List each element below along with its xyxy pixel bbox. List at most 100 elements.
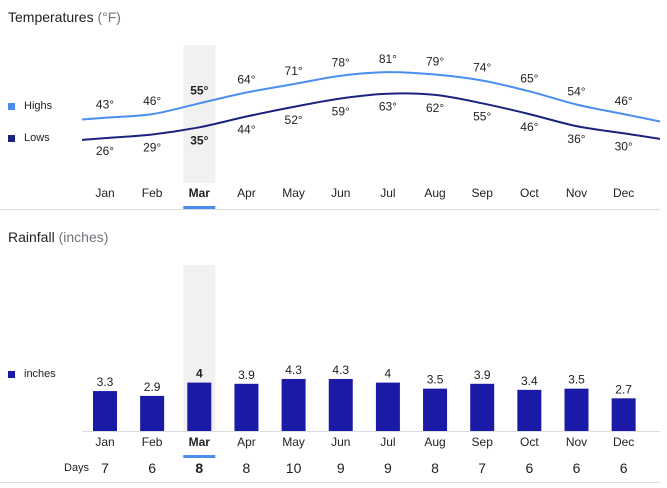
days-value-feb: 6: [148, 460, 156, 476]
lows-value-label-feb: 29°: [143, 141, 161, 155]
temperature-month-label-feb: Feb: [142, 186, 163, 200]
rainfall-month-label-jun: Jun: [331, 435, 350, 449]
legend-lows: Lows: [8, 132, 50, 144]
selected-month-band-temperatures: [183, 45, 216, 183]
rainfall-month-label-oct: Oct: [520, 435, 539, 449]
rainfall-title: Rainfall (inches): [8, 229, 108, 245]
rainfall-unit: (inches): [58, 229, 109, 245]
legend-inches: inches: [8, 368, 56, 380]
highs-value-label-dec: 46°: [615, 94, 633, 108]
days-value-nov: 6: [573, 460, 581, 476]
highs-value-label-sep: 74°: [473, 61, 491, 75]
rainfall-month-label-jan: Jan: [95, 435, 114, 449]
rainfall-value-label-dec: 2.7: [615, 382, 632, 396]
days-value-jul: 9: [384, 460, 392, 476]
legend-lows-swatch: [8, 134, 15, 142]
rainfall-month-label-dec: Dec: [613, 435, 634, 449]
days-value-jan: 7: [101, 460, 109, 476]
rainfall-value-label-oct: 3.4: [521, 374, 538, 388]
rainfall-value-label-mar: 4: [196, 367, 203, 381]
rainfall-bar-mar: [187, 382, 212, 431]
section-divider-bottom: [0, 482, 660, 483]
temperature-month-label-sep: Sep: [472, 186, 494, 200]
temperature-month-label-nov: Nov: [566, 186, 587, 200]
temperature-month-label-jun: Jun: [331, 186, 350, 200]
days-value-aug: 8: [431, 460, 439, 476]
days-value-jun: 9: [337, 460, 345, 476]
rainfall-title-text: Rainfall: [8, 229, 55, 245]
lows-value-label-jan: 26°: [96, 144, 114, 158]
highs-value-label-jun: 78°: [332, 56, 350, 70]
rainfall-month-label-sep: Sep: [472, 435, 494, 449]
selected-month-underline-temperatures: [183, 206, 216, 209]
rainfall-month-label-apr: Apr: [237, 435, 256, 449]
lows-value-label-jun: 59°: [332, 105, 350, 119]
lows-value-label-nov: 36°: [567, 132, 585, 146]
rainfall-value-label-apr: 3.9: [238, 368, 255, 382]
temperature-month-label-mar: Mar: [189, 186, 211, 200]
highs-series-line: [81, 71, 661, 123]
lows-value-label-apr: 44°: [237, 123, 255, 137]
legend-highs-swatch: [8, 102, 15, 110]
temperature-month-label-apr: Apr: [237, 186, 256, 200]
days-value-oct: 6: [525, 460, 533, 476]
lows-value-label-mar: 35°: [190, 133, 208, 147]
legend-inches-swatch: [8, 370, 15, 378]
rainfall-month-label-nov: Nov: [566, 435, 587, 449]
rainfall-month-label-jul: Jul: [380, 435, 395, 449]
temperature-month-label-may: May: [282, 186, 305, 200]
highs-value-label-oct: 65°: [520, 71, 538, 85]
highs-value-label-jul: 81°: [379, 52, 397, 66]
temperature-month-label-aug: Aug: [424, 186, 445, 200]
lows-value-label-oct: 46°: [520, 120, 538, 134]
rainfall-value-label-aug: 3.5: [427, 373, 444, 387]
section-divider-top: [0, 209, 660, 210]
selected-month-underline-rainfall: [183, 455, 216, 458]
highs-value-label-apr: 64°: [237, 73, 255, 87]
rainfall-month-label-may: May: [282, 435, 305, 449]
highs-value-label-may: 71°: [285, 64, 303, 78]
rainfall-bar-may: [281, 378, 306, 431]
days-row-label: Days: [64, 462, 90, 474]
highs-value-label-feb: 46°: [143, 94, 161, 108]
rainfall-bar-aug: [423, 388, 448, 431]
legend-lows-label: Lows: [24, 132, 50, 144]
rainfall-bar-dec: [611, 398, 636, 431]
legend-highs: Highs: [8, 100, 52, 112]
rainfall-bar-jul: [375, 382, 400, 431]
highs-value-label-nov: 54°: [567, 85, 585, 99]
rainfall-value-label-feb: 2.9: [144, 380, 161, 394]
rainfall-bar-apr: [234, 383, 259, 431]
highs-value-label-mar: 55°: [190, 83, 208, 97]
legend-highs-label: Highs: [24, 100, 53, 112]
days-value-sep: 7: [478, 460, 486, 476]
rainfall-value-label-may: 4.3: [285, 363, 302, 377]
rainfall-month-label-feb: Feb: [142, 435, 163, 449]
lows-value-label-dec: 30°: [615, 139, 633, 153]
legend-inches-label: inches: [24, 368, 56, 380]
lows-value-label-may: 52°: [285, 113, 303, 127]
days-value-apr: 8: [243, 460, 251, 476]
lows-series-line: [81, 92, 661, 141]
rainfall-bar-nov: [564, 388, 589, 431]
highs-value-label-aug: 79°: [426, 55, 444, 69]
lows-value-label-sep: 55°: [473, 109, 491, 123]
temperature-month-label-dec: Dec: [613, 186, 634, 200]
rainfall-bar-oct: [517, 389, 542, 431]
highs-value-label-jan: 43°: [96, 98, 114, 112]
rainfall-month-label-aug: Aug: [424, 435, 445, 449]
rainfall-value-label-nov: 3.5: [568, 373, 585, 387]
rainfall-bar-feb: [140, 395, 165, 431]
rainfall-value-label-jun: 4.3: [332, 363, 349, 377]
temperatures-title-text: Temperatures: [8, 9, 94, 25]
rainfall-bar-sep: [470, 383, 495, 431]
rainfall-value-label-sep: 3.9: [474, 368, 491, 382]
temperatures-unit: (°F): [97, 9, 121, 25]
days-value-mar: 8: [195, 460, 203, 476]
lows-value-label-jul: 63°: [379, 100, 397, 114]
rainfall-value-label-jan: 3.3: [97, 375, 114, 389]
temperatures-title: Temperatures (°F): [8, 9, 121, 25]
temperature-month-label-jan: Jan: [95, 186, 114, 200]
rainfall-bar-jan: [93, 391, 117, 431]
